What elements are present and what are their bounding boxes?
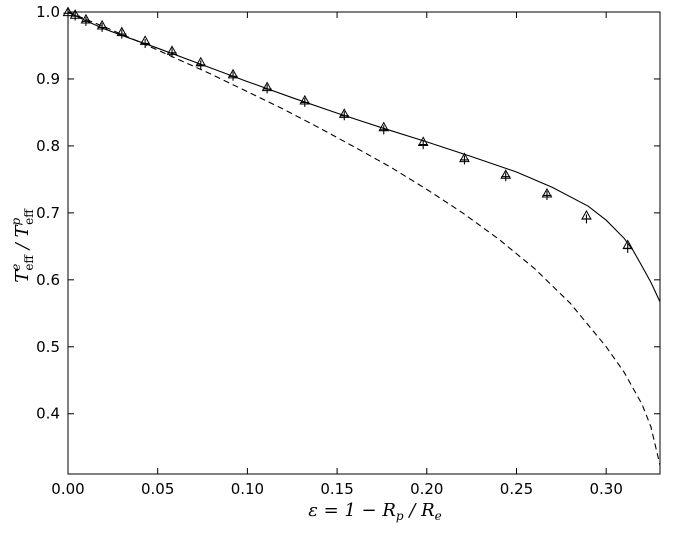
plus-marker xyxy=(167,48,177,58)
plus-marker xyxy=(300,97,310,107)
triangle-marker xyxy=(459,152,470,163)
x-axis-label: ε = 1 − Rp / Re xyxy=(308,500,442,523)
plus-marker xyxy=(459,155,469,165)
y-tick-label: 0.9 xyxy=(36,70,60,88)
triangle-marker xyxy=(299,94,311,105)
plus-marker xyxy=(542,190,552,200)
triangle-marker xyxy=(80,13,92,24)
plus-marker xyxy=(140,38,150,48)
triangle-marker xyxy=(417,136,429,146)
triangle-marker xyxy=(378,121,390,132)
solid-curve xyxy=(67,11,661,303)
y-tick-label: 0.8 xyxy=(36,137,60,155)
plus-marker xyxy=(97,22,107,32)
triangle-marker xyxy=(261,81,273,92)
triangle-marker xyxy=(139,35,151,45)
y-tick-label: 0.5 xyxy=(36,338,60,356)
y-tick-label: 0.7 xyxy=(36,204,60,222)
plus-marker xyxy=(196,60,206,70)
triangle-marker xyxy=(338,108,350,118)
plus-marker xyxy=(501,172,511,182)
markers-layer xyxy=(62,6,634,253)
plus-marker xyxy=(117,29,127,39)
plot-frame xyxy=(67,11,661,475)
x-tick-label: 0.15 xyxy=(320,480,353,498)
triangle-marker xyxy=(227,68,239,79)
plus-marker xyxy=(379,125,389,135)
triangle-marker xyxy=(500,169,512,179)
triangle-marker xyxy=(69,9,81,19)
triangle-marker xyxy=(541,187,553,198)
plus-marker xyxy=(228,71,238,81)
x-tick-label: 0.10 xyxy=(231,480,264,498)
x-tick-label: 0.25 xyxy=(500,480,533,498)
triangle-marker xyxy=(116,26,128,37)
ticks-layer: 0.00 0.05 0.10 0.15 0.20 0.25 0.30 0.4 0.5 0.6 0.7… xyxy=(36,3,660,498)
x-tick-label: 0.00 xyxy=(51,480,84,498)
triangle-marker xyxy=(581,210,592,220)
x-tick-label: 0.20 xyxy=(410,480,443,498)
y-tick-label: 1.0 xyxy=(36,3,60,21)
x-tick-label: 0.30 xyxy=(589,480,622,498)
dashed-curve xyxy=(67,11,661,466)
triangle-marker xyxy=(96,19,108,30)
y-tick-label: 0.6 xyxy=(36,271,60,289)
triangle-marker xyxy=(622,239,634,250)
plus-marker xyxy=(262,84,272,94)
plus-marker xyxy=(81,16,91,26)
y-tick-label: 0.4 xyxy=(36,405,60,423)
plus-marker xyxy=(339,111,349,121)
triangle-marker xyxy=(195,56,207,67)
triangle-marker xyxy=(166,45,178,55)
plus-marker xyxy=(418,140,428,150)
y-axis-label: Teeff / Tpeff xyxy=(9,208,36,283)
x-tick-label: 0.05 xyxy=(141,480,174,498)
curves-layer xyxy=(67,11,661,466)
